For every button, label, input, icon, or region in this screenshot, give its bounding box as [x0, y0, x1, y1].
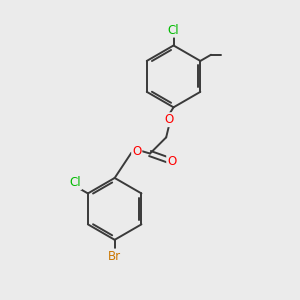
Text: O: O [164, 113, 174, 126]
Text: O: O [132, 145, 141, 158]
Text: Cl: Cl [168, 24, 179, 37]
Text: Cl: Cl [69, 176, 81, 189]
Text: O: O [167, 155, 176, 168]
Text: Br: Br [108, 250, 121, 262]
